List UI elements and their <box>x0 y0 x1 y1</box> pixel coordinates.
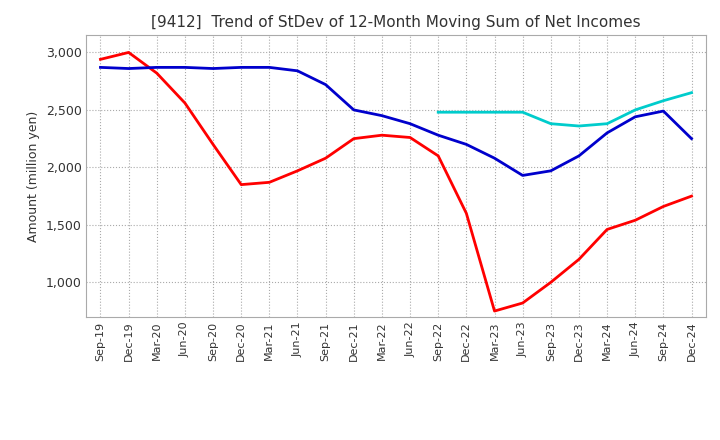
3 Years <box>209 142 217 147</box>
5 Years <box>293 68 302 73</box>
5 Years <box>434 132 443 138</box>
3 Years <box>659 204 667 209</box>
5 Years <box>659 108 667 114</box>
3 Years <box>406 135 415 140</box>
Line: 5 Years: 5 Years <box>101 67 691 176</box>
7 Years <box>546 121 555 126</box>
3 Years <box>237 182 246 187</box>
7 Years <box>434 110 443 115</box>
Line: 3 Years: 3 Years <box>101 52 691 311</box>
5 Years <box>125 66 133 71</box>
5 Years <box>377 113 386 118</box>
7 Years <box>603 121 611 126</box>
5 Years <box>490 156 499 161</box>
3 Years <box>518 301 527 306</box>
5 Years <box>518 173 527 178</box>
3 Years <box>462 211 471 216</box>
5 Years <box>153 65 161 70</box>
Line: 7 Years: 7 Years <box>438 93 691 126</box>
7 Years <box>575 123 583 128</box>
7 Years <box>462 110 471 115</box>
7 Years <box>659 98 667 103</box>
5 Years <box>96 65 105 70</box>
5 Years <box>603 130 611 136</box>
3 Years <box>377 132 386 138</box>
3 Years <box>490 308 499 314</box>
5 Years <box>546 168 555 173</box>
3 Years <box>181 100 189 106</box>
3 Years <box>349 136 358 141</box>
7 Years <box>490 110 499 115</box>
5 Years <box>687 136 696 141</box>
7 Years <box>687 90 696 95</box>
7 Years <box>631 107 639 113</box>
5 Years <box>321 82 330 87</box>
Title: [9412]  Trend of StDev of 12-Month Moving Sum of Net Incomes: [9412] Trend of StDev of 12-Month Moving… <box>151 15 641 30</box>
3 Years <box>153 70 161 76</box>
3 Years <box>293 168 302 173</box>
3 Years <box>96 57 105 62</box>
5 Years <box>349 107 358 113</box>
3 Years <box>265 180 274 185</box>
5 Years <box>209 66 217 71</box>
Y-axis label: Amount (million yen): Amount (million yen) <box>27 110 40 242</box>
3 Years <box>434 153 443 158</box>
5 Years <box>265 65 274 70</box>
5 Years <box>462 142 471 147</box>
3 Years <box>575 257 583 262</box>
5 Years <box>181 65 189 70</box>
3 Years <box>321 156 330 161</box>
3 Years <box>603 227 611 232</box>
5 Years <box>575 153 583 158</box>
7 Years <box>518 110 527 115</box>
5 Years <box>631 114 639 119</box>
3 Years <box>546 280 555 285</box>
5 Years <box>406 121 415 126</box>
3 Years <box>631 218 639 223</box>
3 Years <box>125 50 133 55</box>
3 Years <box>687 194 696 199</box>
5 Years <box>237 65 246 70</box>
